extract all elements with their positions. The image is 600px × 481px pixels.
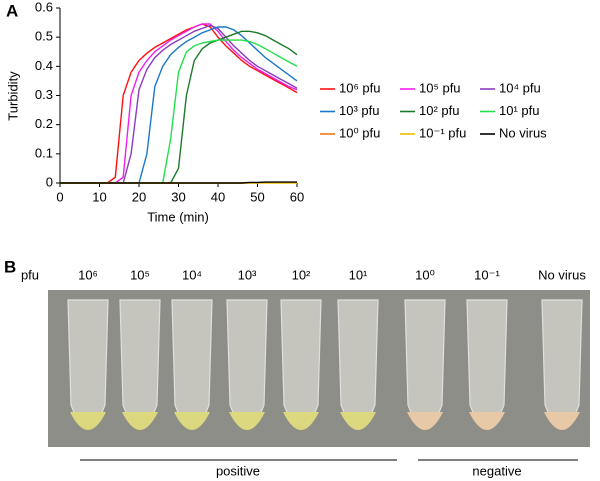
tube — [541, 299, 583, 428]
tube-liquid — [229, 412, 265, 430]
tube-liquid — [70, 412, 106, 430]
tube-label: 10⁻¹ — [474, 267, 500, 282]
tube-label: 10⁵ — [130, 267, 150, 282]
x-tick-label: 30 — [171, 189, 185, 204]
y-axis-label: Turbidity — [5, 71, 20, 121]
y-tick-label: 0.1 — [35, 145, 53, 160]
tube-label: 10⁴ — [182, 267, 202, 282]
tube-liquid — [340, 412, 376, 430]
group-label: positive — [216, 463, 260, 478]
panel-label: A — [6, 1, 18, 20]
legend-label: 10² pfu — [419, 103, 459, 118]
series-line — [60, 181, 297, 184]
x-tick-label: 50 — [250, 189, 264, 204]
tube — [466, 299, 508, 428]
x-tick-label: 10 — [92, 189, 106, 204]
tube-liquid — [544, 412, 580, 430]
tube-label: 10³ — [238, 267, 257, 282]
tube — [226, 299, 268, 428]
tube-liquid — [469, 412, 505, 430]
y-tick-label: 0 — [46, 174, 53, 189]
tube-label: No virus — [538, 267, 586, 282]
tube — [404, 299, 446, 428]
panel-label: B — [4, 257, 16, 276]
legend-label: 10⁵ pfu — [419, 80, 461, 95]
legend-label: 10⁶ pfu — [339, 80, 381, 95]
x-axis-label: Time (min) — [147, 209, 209, 224]
series-line — [60, 39, 298, 184]
legend-label: 10¹ pfu — [499, 103, 539, 118]
group-label: negative — [472, 463, 521, 478]
tube-label: 10¹ — [349, 267, 368, 282]
legend-label: 10⁴ pfu — [499, 80, 541, 95]
series-line — [60, 24, 298, 184]
tube-label: 10⁰ — [415, 267, 435, 282]
tube-liquid — [407, 412, 443, 430]
legend-label: No virus — [499, 125, 547, 140]
tube — [171, 299, 213, 428]
y-tick-label: 0.6 — [35, 0, 53, 14]
tube — [280, 299, 322, 428]
tube — [337, 299, 379, 428]
row-label: pfu — [21, 267, 39, 282]
legend-label: 10⁰ pfu — [339, 125, 380, 140]
tube-liquid — [122, 412, 158, 430]
tube-liquid — [283, 412, 319, 430]
x-tick-label: 60 — [290, 189, 304, 204]
y-tick-label: 0.4 — [35, 58, 53, 73]
series-line — [60, 26, 298, 184]
x-tick-label: 20 — [132, 189, 146, 204]
legend-label: 10³ pfu — [339, 103, 379, 118]
y-tick-label: 0.3 — [35, 87, 53, 102]
tube-label: 10⁶ — [78, 267, 98, 282]
x-tick-label: 40 — [211, 189, 225, 204]
tube-label: 10² — [292, 267, 311, 282]
y-tick-label: 0.5 — [35, 29, 53, 44]
legend-label: 10⁻¹ pfu — [419, 125, 466, 140]
tube — [119, 299, 161, 428]
x-tick-label: 0 — [56, 189, 63, 204]
tube — [67, 299, 109, 428]
y-tick-label: 0.2 — [35, 116, 53, 131]
tube-liquid — [174, 412, 210, 430]
